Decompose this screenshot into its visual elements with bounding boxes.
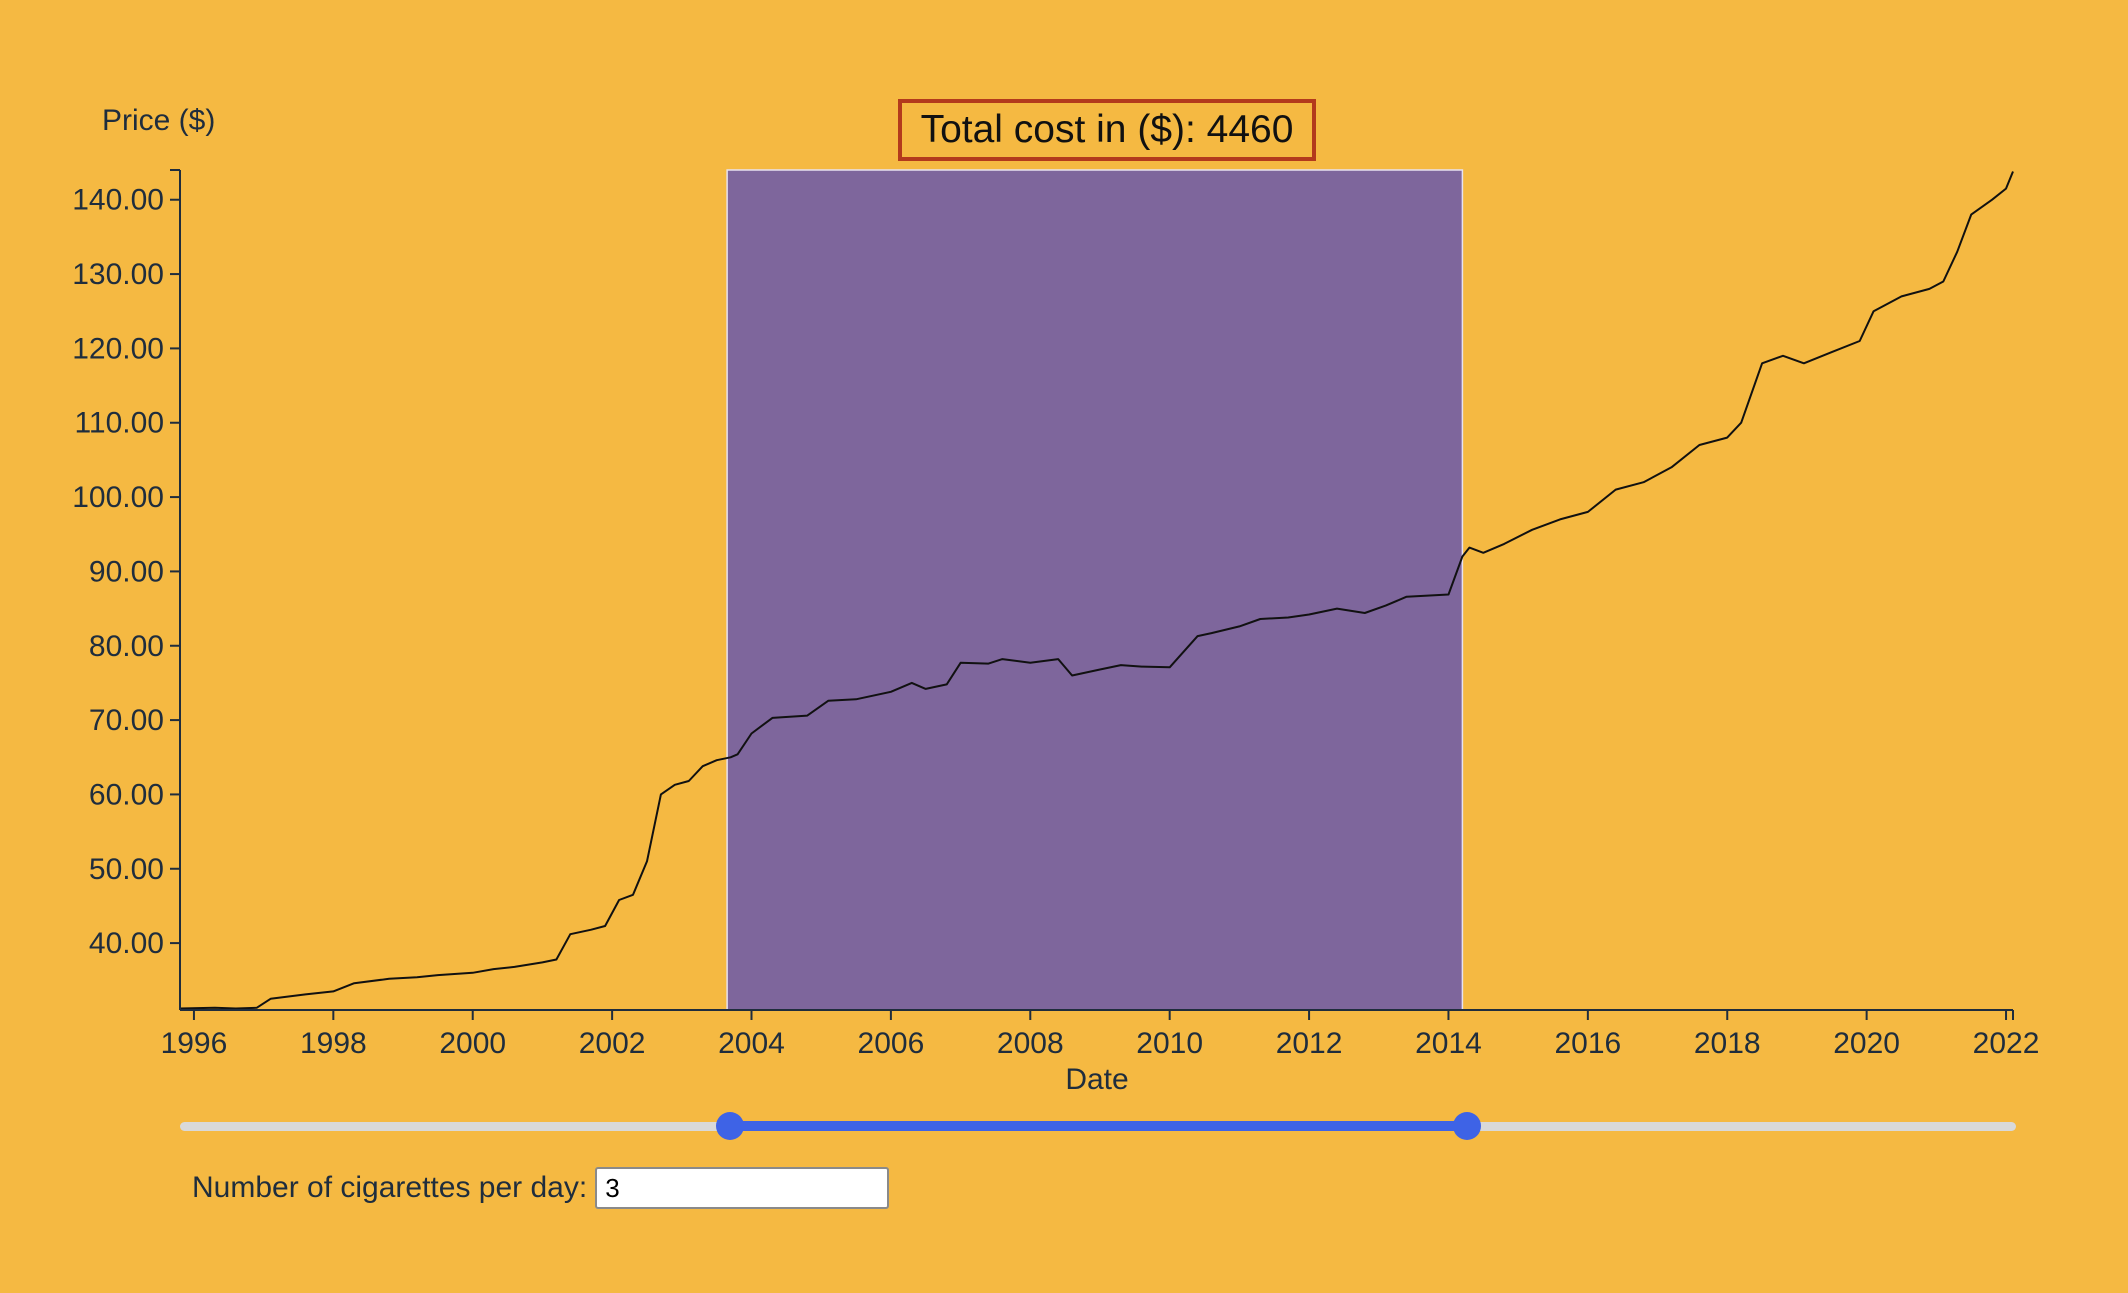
slider-start-handle[interactable] (716, 1112, 744, 1140)
y-tick-label: 80.00 (89, 630, 164, 663)
x-tick-label: 2014 (1415, 1027, 1482, 1060)
axes-layer: 40.00 50.00 60.00 70.00 80.00 90.00 100.00 110.… (72, 169, 2040, 1060)
x-tick-label: 2010 (1136, 1027, 1203, 1060)
y-tick-label: 120.00 (72, 332, 164, 365)
x-axis-title: Date (1065, 1063, 1128, 1096)
slider-end-handle[interactable] (1452, 1112, 1481, 1140)
y-tick-label: 60.00 (89, 778, 164, 811)
x-tick-label: 2000 (439, 1027, 506, 1060)
x-tick-label: 2016 (1554, 1027, 1621, 1060)
y-axis-title: Price ($) (102, 104, 215, 137)
y-tick-label: 90.00 (89, 555, 164, 588)
x-tick-label: 2022 (1973, 1027, 2040, 1060)
y-tick-label: 50.00 (89, 853, 164, 886)
x-tick-label: 1996 (161, 1027, 228, 1060)
cigarettes-per-day-input[interactable] (595, 1167, 890, 1209)
price-line (179, 171, 2014, 1010)
x-tick-label: 2002 (579, 1027, 646, 1060)
x-tick-label: 2018 (1694, 1027, 1761, 1060)
x-tick-label: 2020 (1833, 1027, 1900, 1060)
x-tick-label: 2008 (997, 1027, 1064, 1060)
x-tick-label: 1998 (300, 1027, 367, 1060)
y-tick-label: 40.00 (89, 927, 164, 960)
line-layer (179, 171, 2014, 1010)
cigarettes-control: Number of cigarettes per day: (192, 1167, 890, 1209)
y-tick-label: 110.00 (74, 407, 164, 440)
y-tick-label: 100.00 (72, 481, 164, 514)
x-tick-label: 2004 (718, 1027, 785, 1060)
slider-selected-range[interactable] (730, 1121, 1467, 1131)
y-tick-label: 130.00 (72, 258, 164, 291)
cigarettes-per-day-label: Number of cigarettes per day: (192, 1171, 588, 1204)
y-tick-label: 70.00 (89, 704, 164, 737)
x-tick-label: 2006 (858, 1027, 925, 1060)
total-cost-label: Total cost in ($): 4460 (898, 99, 1316, 161)
x-tick-label: 2012 (1276, 1027, 1343, 1060)
date-range-slider[interactable] (180, 1110, 2016, 1142)
selection-area (726, 169, 1464, 1011)
selection-layer (726, 169, 1464, 1011)
y-tick-label: 140.00 (72, 184, 164, 217)
